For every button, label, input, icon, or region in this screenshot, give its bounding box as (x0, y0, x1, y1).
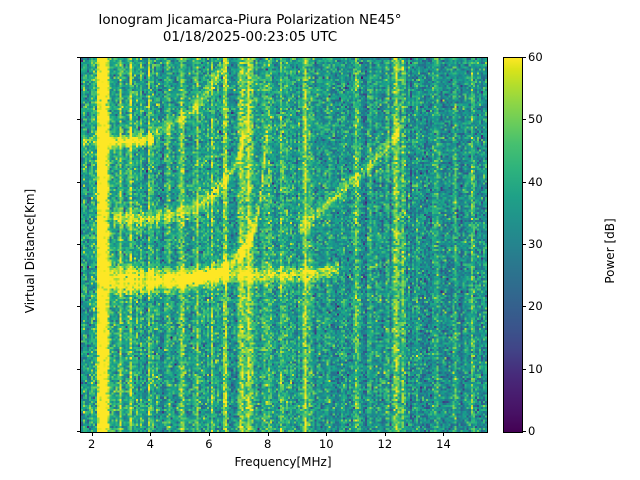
colorbar-tick (522, 306, 526, 308)
x-tick (150, 432, 152, 436)
colorbar-tick-label: 30 (528, 237, 543, 251)
x-tick-label: 2 (88, 437, 96, 451)
colorbar-tick (522, 244, 526, 245)
y-tick (76, 306, 80, 308)
colorbar-tick (522, 57, 526, 58)
colorbar-tick-label: 60 (528, 50, 543, 64)
x-tick (267, 432, 269, 436)
x-tick-label: 10 (318, 437, 334, 451)
y-tick (76, 119, 80, 121)
x-tick-label: 14 (436, 437, 451, 451)
y-tick (76, 57, 80, 58)
x-axis-label: Frequency[MHz] (234, 455, 332, 469)
y-tick (76, 431, 80, 432)
x-tick (91, 432, 93, 436)
y-tick (76, 368, 80, 370)
heatmap-axes[interactable] (80, 57, 488, 433)
x-tick-label: 4 (146, 437, 154, 451)
colorbar-tick (522, 368, 526, 370)
colorbar-label: Power [dB] (603, 218, 617, 284)
colorbar-tick-label: 40 (528, 174, 543, 189)
x-tick (443, 432, 445, 436)
colorbar-tick-label: 0 (528, 424, 536, 438)
colorbar-tick-label: 10 (528, 361, 543, 376)
colorbar-tick-label: 50 (528, 112, 543, 127)
x-tick-label: 6 (205, 437, 213, 451)
ionogram-heatmap (81, 58, 487, 432)
colorbar-tick (522, 181, 526, 183)
x-tick-label: 8 (263, 437, 272, 451)
y-tick (76, 244, 80, 245)
x-tick (326, 432, 328, 436)
colorbar-tick (522, 431, 526, 432)
y-axis-label: Virtual Distance[Km] (23, 188, 37, 314)
figure-title: Ionogram Jicamarca-Piura Polarization NE… (98, 12, 402, 45)
heatmap-canvas-container (81, 58, 487, 432)
x-tick (384, 432, 386, 436)
colorbar-tick-label: 20 (528, 299, 543, 314)
y-tick (76, 181, 80, 183)
colorbar (503, 57, 523, 433)
x-tick (208, 432, 210, 436)
colorbar-tick (522, 119, 526, 121)
x-tick-label: 12 (377, 437, 393, 451)
